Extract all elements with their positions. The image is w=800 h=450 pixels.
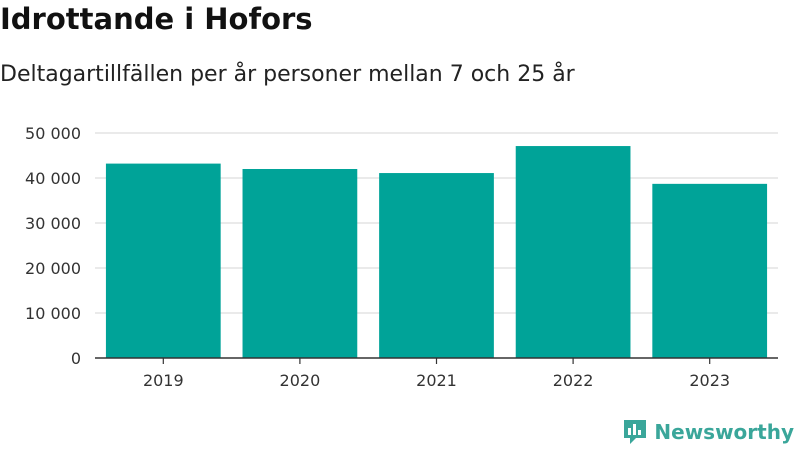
y-tick-label: 30 000 — [25, 214, 81, 233]
x-tick-label: 2022 — [553, 371, 594, 390]
x-tick-label: 2020 — [280, 371, 321, 390]
brand-name: Newsworthy — [654, 420, 794, 444]
bar-2020 — [242, 169, 358, 358]
bar-chart: 0 10 000 20 000 30 000 40 000 50 000 2019 2020 2… — [25, 124, 778, 390]
newsworthy-logo-icon — [624, 420, 647, 444]
y-tick-label: 50 000 — [25, 124, 81, 143]
y-tick-label: 10 000 — [25, 304, 81, 323]
brand-logo: Newsworthy — [622, 418, 794, 446]
bar-2021 — [379, 173, 494, 358]
bars — [105, 146, 768, 358]
x-tick-label: 2023 — [689, 371, 730, 390]
y-tick-label: 20 000 — [25, 259, 81, 278]
y-tick-label: 40 000 — [25, 169, 81, 188]
chart-subtitle: Deltagartillfällen per år personer mella… — [0, 62, 575, 87]
x-tick-label: 2019 — [143, 371, 184, 390]
bar-2023 — [652, 183, 768, 358]
x-tick-label: 2021 — [416, 371, 457, 390]
axes: 0 10 000 20 000 30 000 40 000 50 000 2019 2020 2… — [25, 124, 778, 390]
chart-title: Idrottande i Hofors — [0, 2, 313, 36]
y-tick-label: 0 — [71, 349, 81, 368]
bar-2022 — [515, 146, 631, 358]
bar-2019 — [105, 163, 221, 358]
